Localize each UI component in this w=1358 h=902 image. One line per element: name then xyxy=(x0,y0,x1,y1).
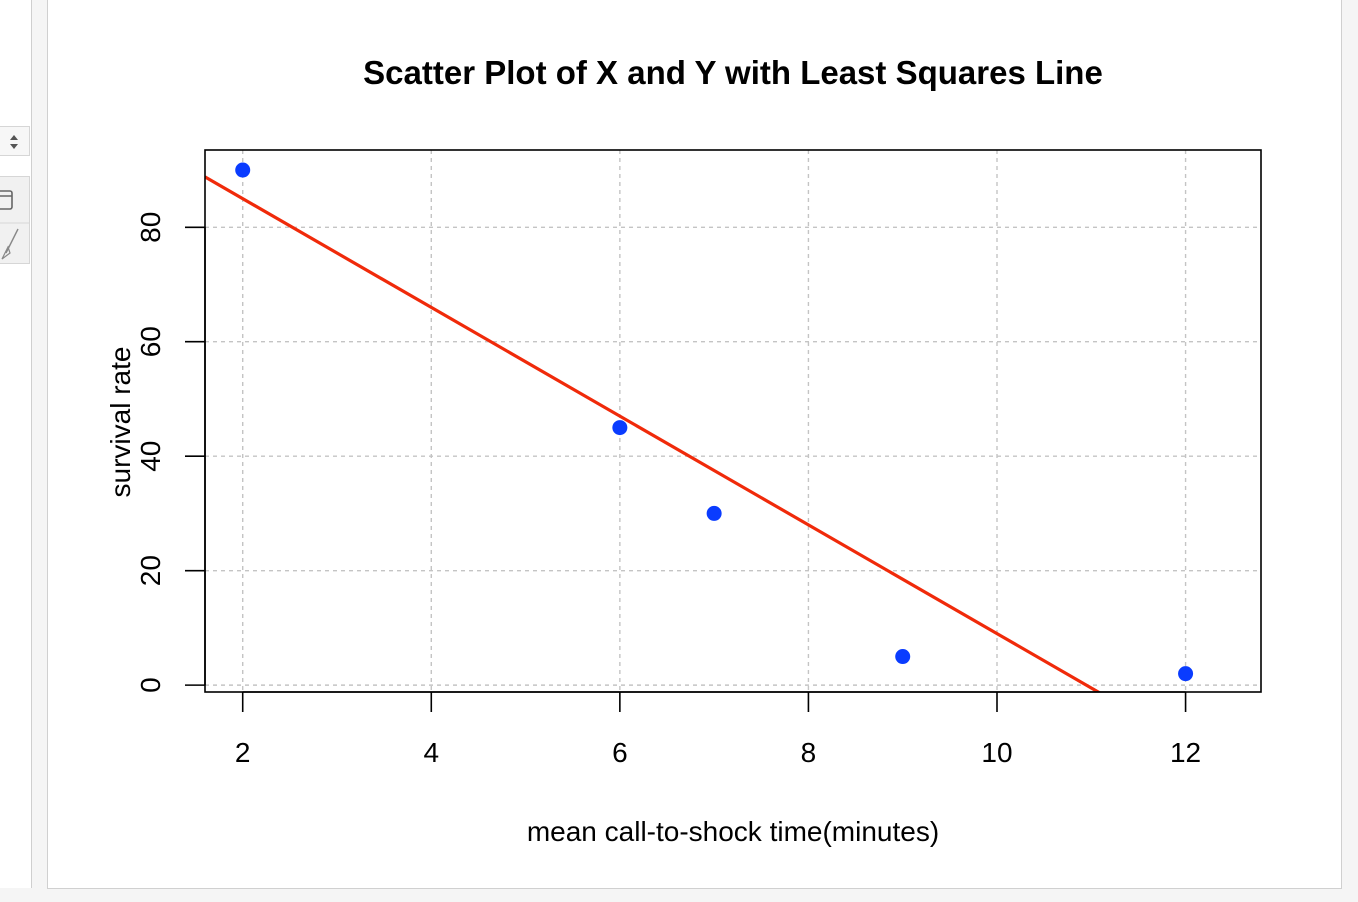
plot-box xyxy=(204,149,1262,693)
fit-line-layer xyxy=(205,175,1102,692)
x-axis-label: mean call-to-shock time(minutes) xyxy=(527,816,939,847)
up-down-stepper-icon xyxy=(10,135,18,149)
data-point xyxy=(706,505,722,521)
y-axis-label: survival rate xyxy=(105,347,136,498)
plot-panel: 2 4 6 8 10 12 0 20 40 60 80 Scatter Plot of X and … xyxy=(47,0,1342,889)
up-down-stepper[interactable] xyxy=(0,126,30,156)
x-tick-label: 12 xyxy=(1170,737,1201,768)
x-tick-label: 10 xyxy=(981,737,1012,768)
chart-title: Scatter Plot of X and Y with Least Squar… xyxy=(363,54,1103,91)
y-tick-label: 0 xyxy=(135,677,166,693)
window-icon[interactable] xyxy=(0,190,13,210)
x-tick-label: 6 xyxy=(612,737,628,768)
data-point xyxy=(1178,666,1194,682)
brush-icon[interactable] xyxy=(1,228,19,260)
x-tick-label: 2 xyxy=(235,737,251,768)
data-point xyxy=(895,649,911,665)
least-squares-line xyxy=(205,175,1102,692)
x-tick-label: 8 xyxy=(801,737,817,768)
tool-group xyxy=(0,176,30,264)
axes: 2 4 6 8 10 12 0 20 40 60 80 xyxy=(135,212,1201,768)
y-tick-label: 60 xyxy=(135,326,166,357)
x-tick-label: 4 xyxy=(423,737,439,768)
left-toolbar xyxy=(0,0,32,888)
y-tick-label: 20 xyxy=(135,555,166,586)
scatter-chart: 2 4 6 8 10 12 0 20 40 60 80 Scatter Plot of X and … xyxy=(105,54,1262,847)
y-tick-label: 40 xyxy=(135,441,166,472)
tool-icons xyxy=(0,190,30,260)
data-point xyxy=(612,420,628,436)
points-layer xyxy=(235,162,1194,682)
grid xyxy=(205,150,1261,692)
data-point xyxy=(235,162,251,178)
y-tick-label: 80 xyxy=(135,212,166,243)
